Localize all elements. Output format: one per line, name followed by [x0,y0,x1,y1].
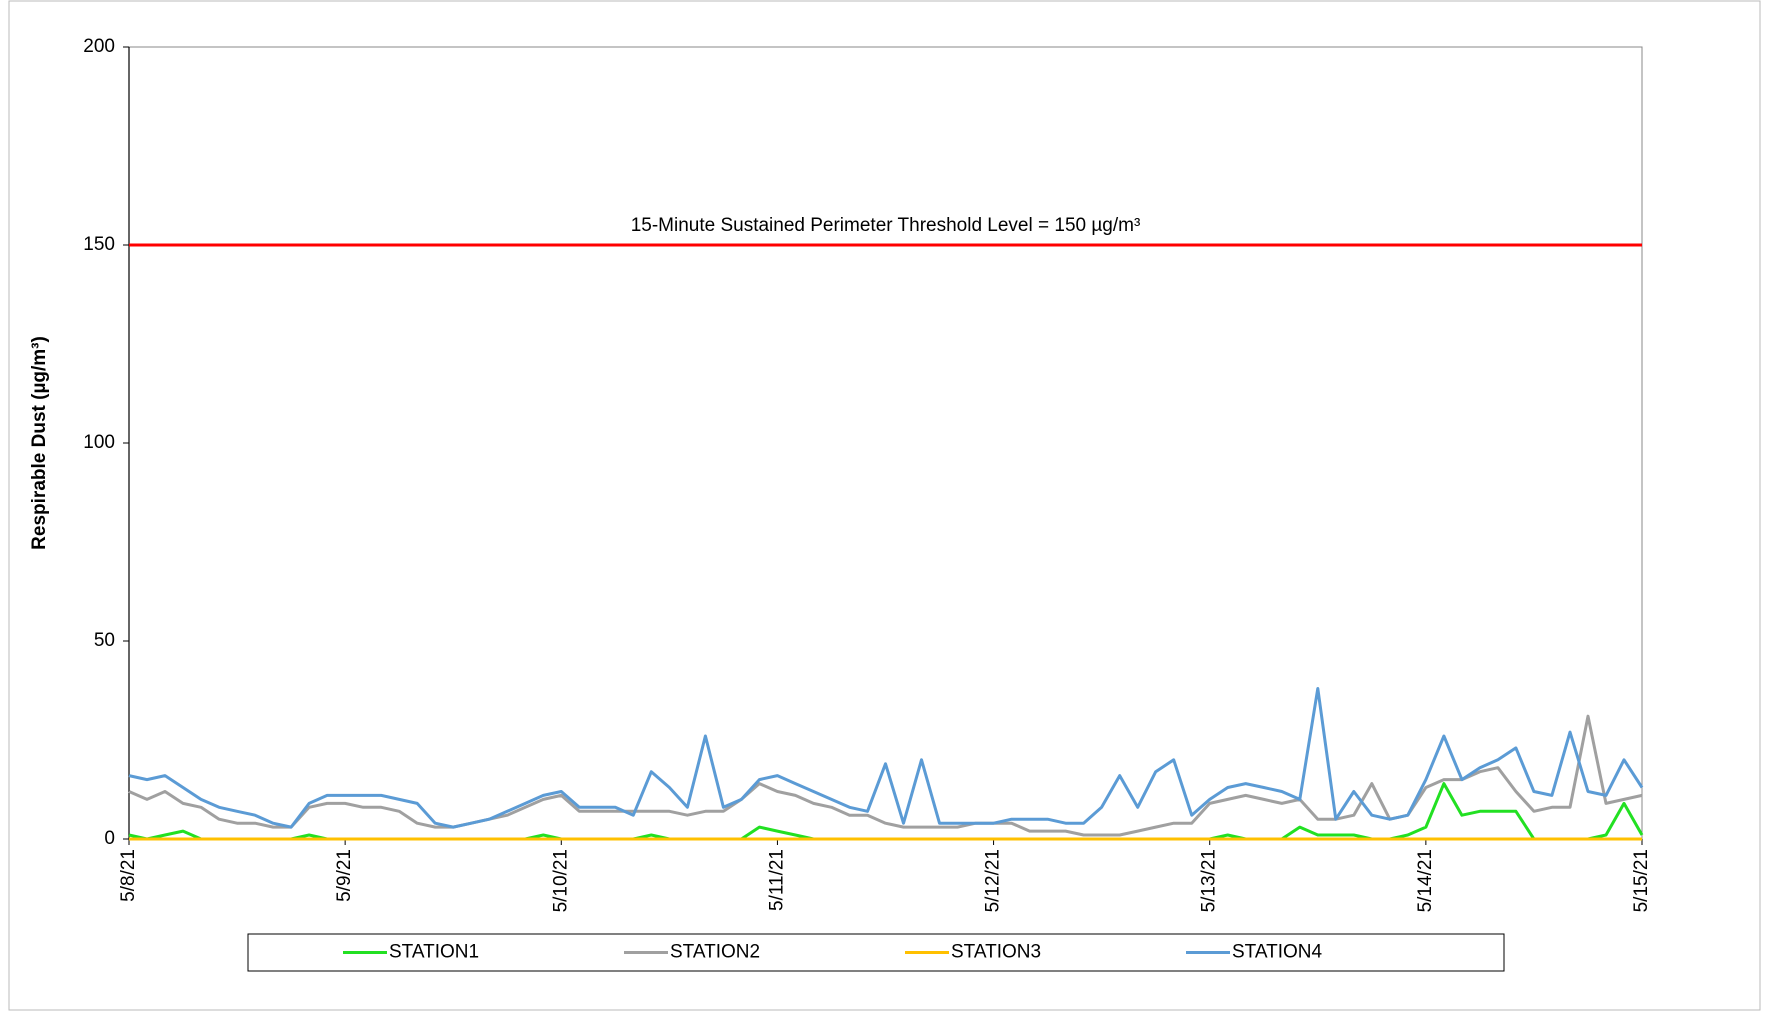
x-tick-label: 5/14/21 [1415,849,1436,912]
y-tick-label: 50 [94,630,115,651]
legend-label: STATION4 [1232,942,1323,963]
legend-label: STATION1 [389,942,479,963]
y-tick-label: 0 [104,828,115,849]
legend-label: STATION3 [951,942,1041,963]
x-tick-label: 5/12/21 [983,849,1004,912]
legend-label: STATION2 [670,942,760,963]
series-line [128,687,1644,829]
y-tick-label: 200 [83,36,115,57]
y-tick-label: 100 [83,432,115,453]
x-tick-label: 5/15/21 [1631,849,1652,912]
y-axis-label: Respirable Dust (µg/m³) [29,336,50,550]
chart-border [8,0,1761,1011]
threshold-label: 15-Minute Sustained Perimeter Threshold … [631,215,1141,236]
x-tick-label: 5/13/21 [1199,849,1220,912]
x-tick-label: 5/8/21 [118,849,139,902]
x-tick-label: 5/10/21 [550,849,571,912]
x-tick-label: 5/11/21 [766,849,787,911]
legend-box [247,933,1505,972]
x-tick-label: 5/9/21 [334,849,355,902]
y-tick-label: 150 [83,234,115,255]
